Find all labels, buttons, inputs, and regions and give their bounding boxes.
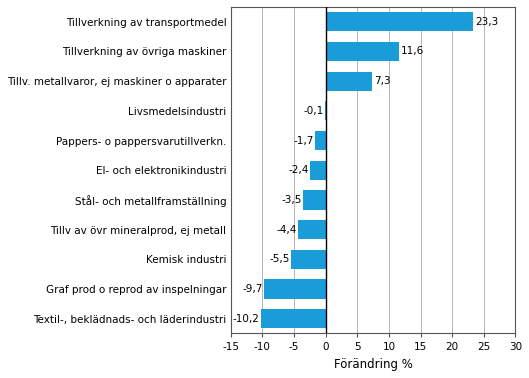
Text: 7,3: 7,3 — [373, 76, 390, 86]
Bar — [264, 279, 325, 299]
Text: -3,5: -3,5 — [282, 195, 302, 205]
Text: -0,1: -0,1 — [304, 106, 324, 116]
Text: -1,7: -1,7 — [293, 136, 314, 146]
X-axis label: Förändring %: Förändring % — [334, 358, 413, 371]
Bar — [304, 190, 325, 209]
Bar — [298, 220, 325, 239]
Text: -2,4: -2,4 — [289, 165, 309, 175]
Bar — [325, 71, 372, 91]
Bar — [311, 161, 325, 180]
Text: -10,2: -10,2 — [233, 314, 260, 324]
Text: 23,3: 23,3 — [475, 17, 498, 27]
Bar — [291, 249, 325, 269]
Text: 11,6: 11,6 — [401, 46, 424, 56]
Bar — [325, 42, 399, 61]
Bar — [261, 309, 325, 328]
Text: -5,5: -5,5 — [269, 254, 289, 264]
Text: -4,4: -4,4 — [276, 225, 296, 235]
Text: -9,7: -9,7 — [242, 284, 263, 294]
Bar — [315, 131, 325, 150]
Bar — [325, 12, 473, 31]
